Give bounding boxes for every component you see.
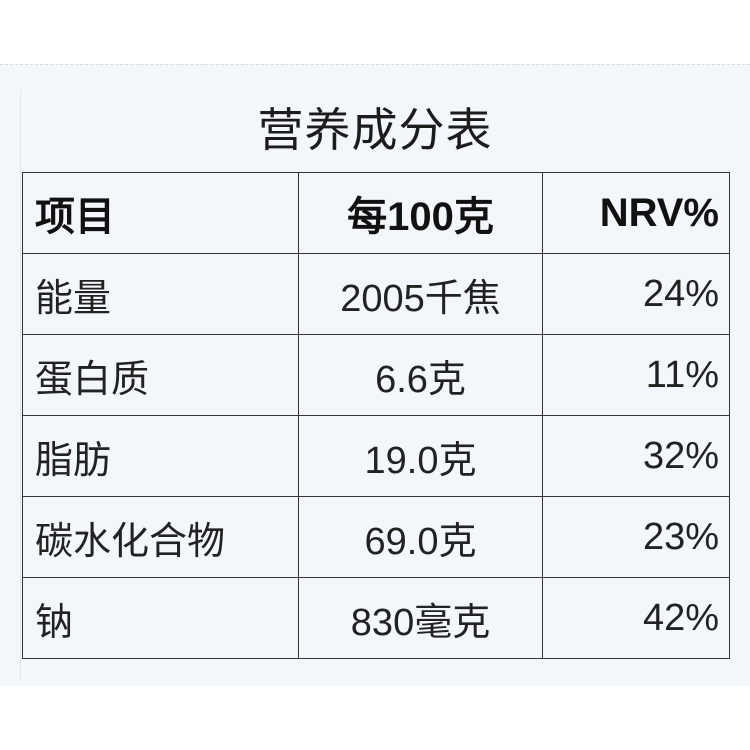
header-item: 项目 [22, 172, 299, 254]
row-nrv: 24% [542, 253, 730, 335]
table-row: 能量 2005千焦 24% [22, 253, 730, 335]
row-amount: 19.0克 [298, 415, 543, 497]
table-row: 脂肪 19.0克 32% [22, 415, 730, 497]
row-nrv: 23% [542, 496, 730, 578]
row-amount: 6.6克 [298, 334, 543, 416]
row-item: 钠 [22, 577, 299, 659]
header-nrv: NRV% [542, 172, 730, 254]
row-amount: 830毫克 [298, 577, 543, 659]
table-title: 营养成分表 [257, 104, 493, 156]
table-row: 钠 830毫克 42% [22, 577, 730, 659]
nutrition-table: 项目 每100克 NRV% 能量 2005千焦 24% 蛋白质 6.6克 11%… [22, 172, 730, 659]
table-header-row: 项目 每100克 NRV% [22, 172, 730, 254]
row-nrv: 32% [542, 415, 730, 497]
row-item: 能量 [22, 253, 299, 335]
row-item: 蛋白质 [22, 334, 299, 416]
header-per-100g: 每100克 [298, 172, 543, 254]
row-nrv: 42% [542, 577, 730, 659]
table-row: 蛋白质 6.6克 11% [22, 334, 730, 416]
row-amount: 2005千焦 [298, 253, 543, 335]
row-amount: 69.0克 [298, 496, 543, 578]
paper-edge [0, 64, 750, 65]
row-nrv: 11% [542, 334, 730, 416]
table-row: 碳水化合物 69.0克 23% [22, 496, 730, 578]
row-item: 碳水化合物 [22, 496, 299, 578]
paper-left-edge [20, 90, 21, 680]
row-item: 脂肪 [22, 415, 299, 497]
